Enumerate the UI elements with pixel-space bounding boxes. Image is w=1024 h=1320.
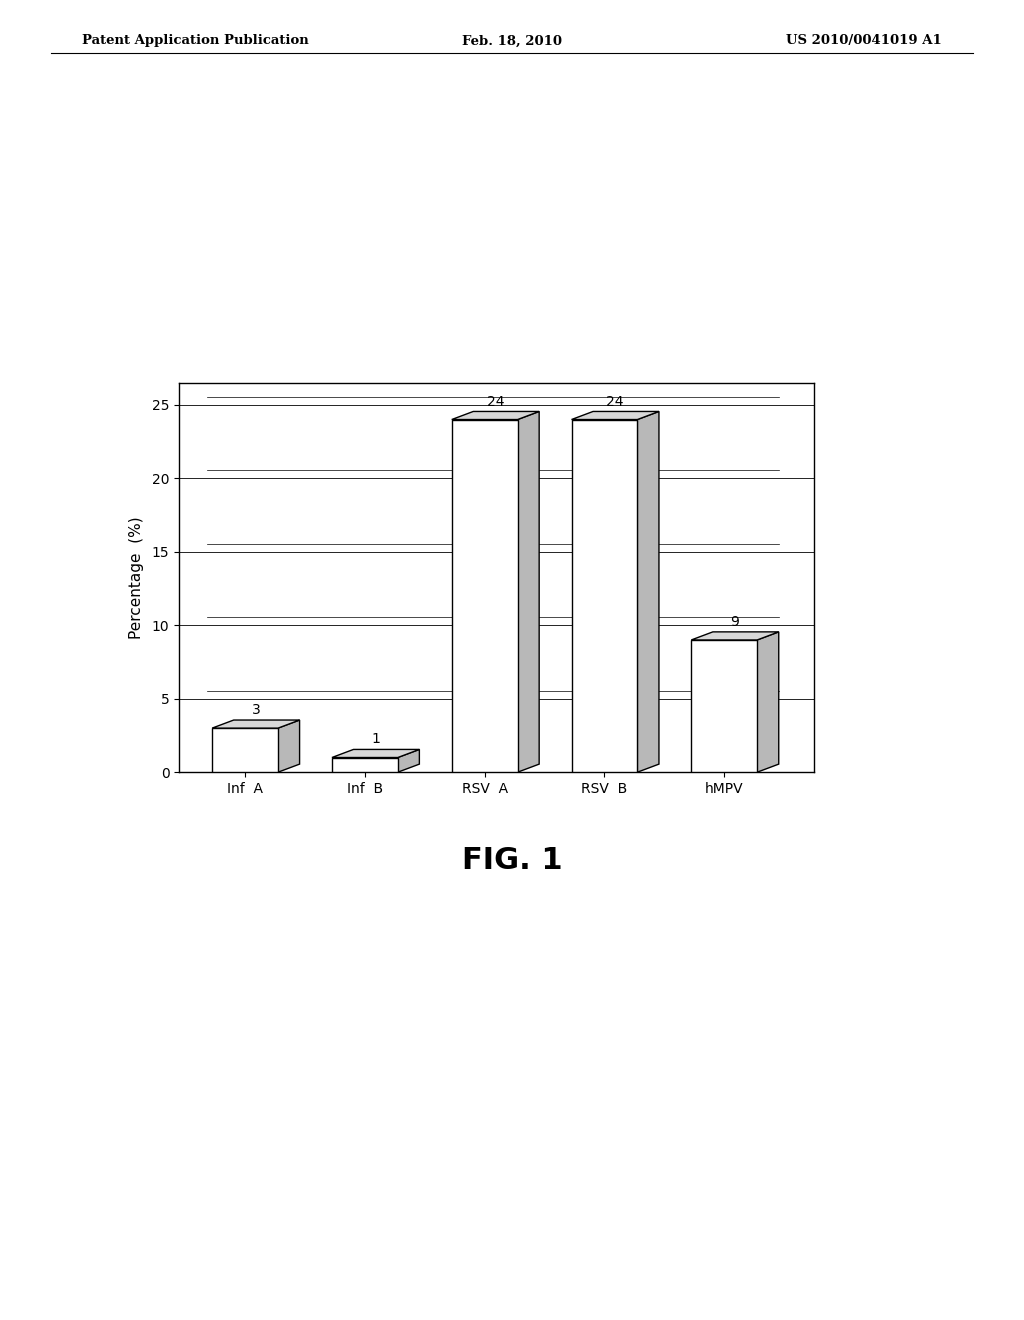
Text: Patent Application Publication: Patent Application Publication <box>82 34 308 48</box>
Polygon shape <box>637 412 659 772</box>
Polygon shape <box>571 412 659 420</box>
Bar <box>571 420 637 772</box>
Polygon shape <box>691 632 778 640</box>
Text: 9: 9 <box>730 615 739 628</box>
Text: FIG. 1: FIG. 1 <box>462 846 562 875</box>
Polygon shape <box>397 750 420 772</box>
Polygon shape <box>757 632 778 772</box>
Polygon shape <box>517 412 540 772</box>
Text: 3: 3 <box>252 704 260 717</box>
Bar <box>332 758 397 772</box>
Bar <box>452 420 517 772</box>
Text: 24: 24 <box>606 395 624 408</box>
Text: US 2010/0041019 A1: US 2010/0041019 A1 <box>786 34 942 48</box>
Bar <box>691 640 757 772</box>
Bar <box>212 729 279 772</box>
Text: 1: 1 <box>372 733 380 747</box>
Polygon shape <box>212 719 300 729</box>
Y-axis label: Percentage  (%): Percentage (%) <box>129 516 143 639</box>
Text: 24: 24 <box>486 395 504 408</box>
Polygon shape <box>332 750 420 758</box>
Text: Feb. 18, 2010: Feb. 18, 2010 <box>462 34 562 48</box>
Polygon shape <box>452 412 540 420</box>
Polygon shape <box>279 719 300 772</box>
